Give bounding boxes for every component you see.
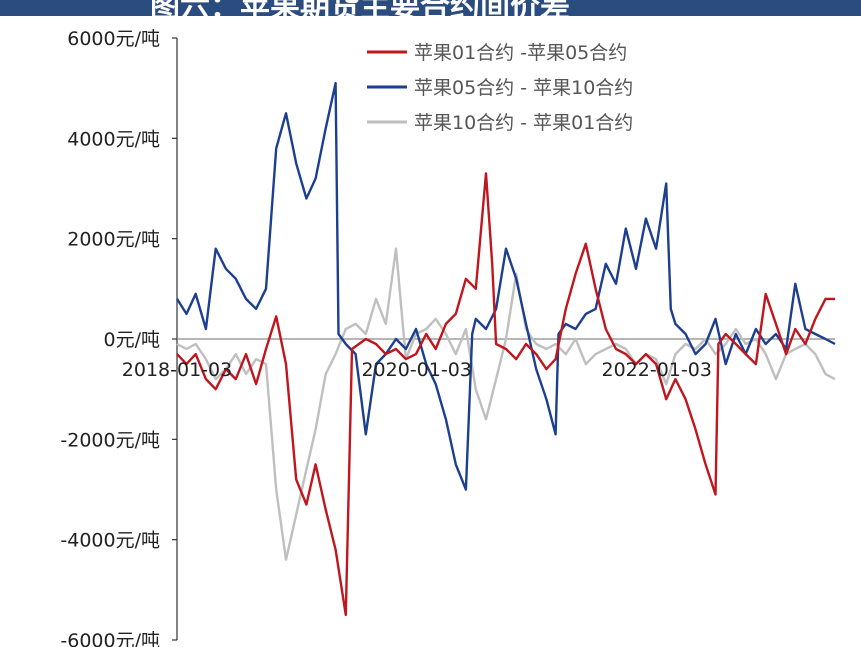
x-tick-label: 2018-01-03 [122, 359, 232, 381]
x-axis-labels: 2018-01-03 2020-01-03 2022-01-03 [122, 359, 712, 381]
legend-label: 苹果10合约 - 苹果01合约 [414, 112, 633, 134]
title-bar: 图六：苹果期货主要合约间价差 [0, 0, 861, 16]
y-tick-label: 4000元/吨 [67, 128, 160, 150]
y-tick-label: 2000元/吨 [67, 229, 160, 251]
y-tick-label: 6000元/吨 [67, 28, 160, 50]
y-tick-label: -6000元/吨 [60, 630, 160, 647]
y-axis-ticks: 6000元/吨 4000元/吨 2000元/吨 0元/吨 -2000元/吨 -4000元/… [60, 28, 177, 647]
series-line-0 [176, 172, 835, 617]
y-tick-label: -4000元/吨 [60, 530, 160, 552]
legend-label: 苹果05合约 - 苹果10合约 [414, 77, 633, 99]
chart-title: 图六：苹果期货主要合约间价差 [150, 0, 570, 16]
series-line-2 [176, 247, 836, 561]
y-tick-label: 0元/吨 [104, 329, 161, 351]
legend-label: 苹果01合约 -苹果05合约 [414, 42, 627, 64]
x-tick-label: 2022-01-03 [601, 359, 711, 381]
series-line-1 [175, 81, 836, 491]
x-tick-label: 2020-01-03 [361, 359, 471, 381]
series-layer [175, 81, 836, 617]
y-tick-label: -2000元/吨 [60, 429, 160, 451]
